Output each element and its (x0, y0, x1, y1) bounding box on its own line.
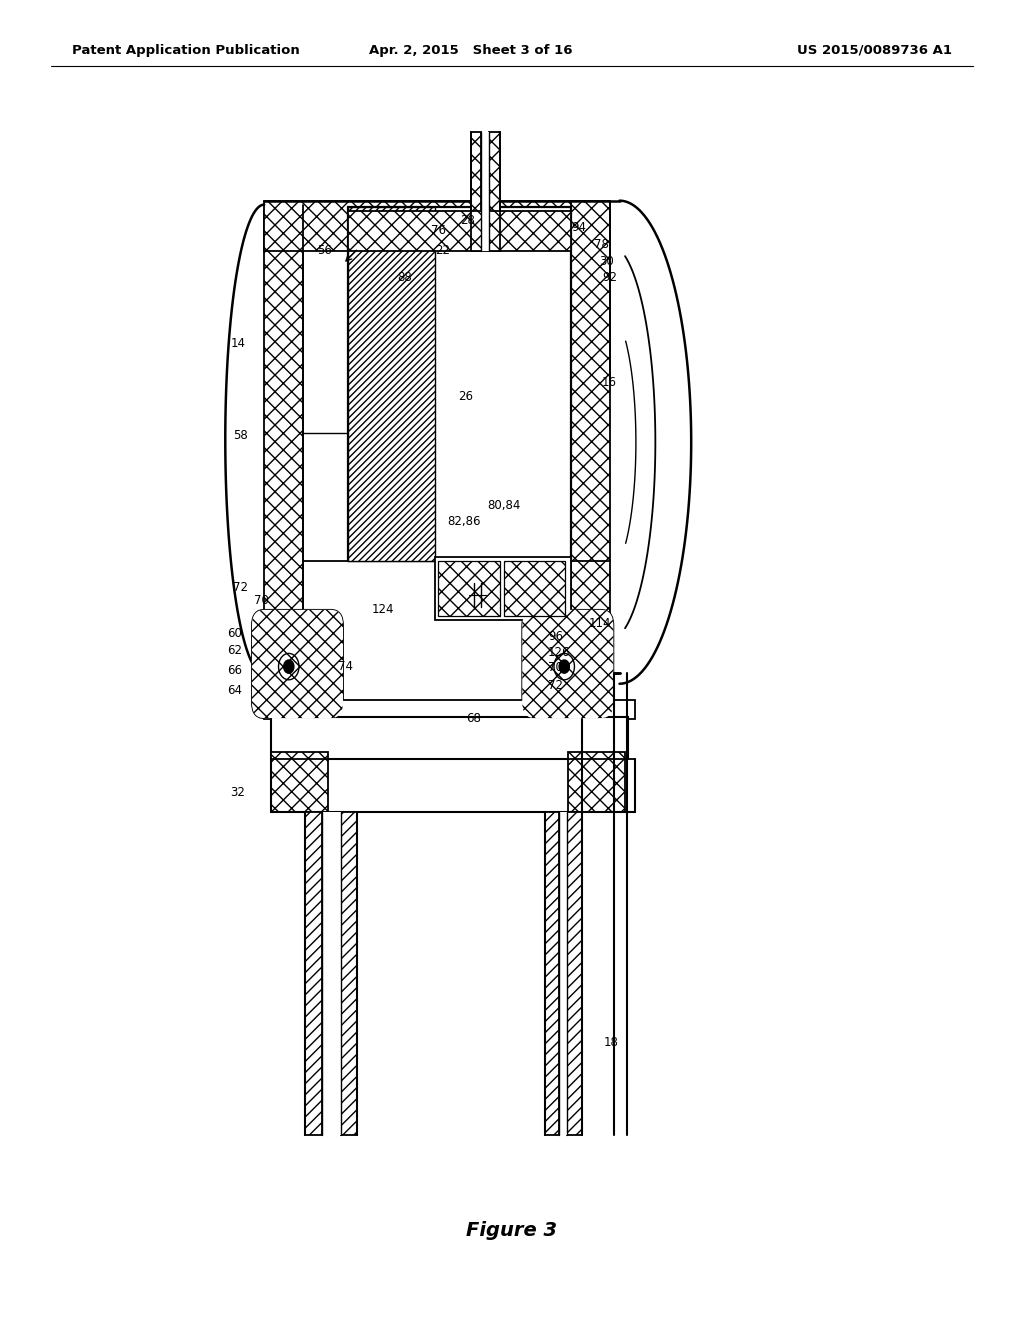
Text: 96: 96 (548, 630, 563, 643)
Bar (305, 812, 322, 1135)
Bar (348, 207, 435, 561)
Bar (271, 717, 628, 759)
Text: 32: 32 (230, 785, 246, 799)
Bar (545, 812, 559, 1135)
Text: 58: 58 (233, 429, 248, 442)
Text: 76: 76 (431, 224, 445, 238)
Bar (264, 201, 582, 251)
Text: US 2015/0089736 A1: US 2015/0089736 A1 (798, 44, 952, 57)
Text: 78: 78 (594, 238, 609, 251)
Bar (348, 211, 571, 251)
Text: 26: 26 (459, 389, 473, 403)
Bar (435, 557, 571, 620)
FancyBboxPatch shape (522, 610, 613, 718)
Text: 66: 66 (227, 664, 243, 677)
FancyBboxPatch shape (252, 610, 343, 718)
Bar (322, 812, 341, 1135)
Bar (264, 211, 303, 673)
Text: 70: 70 (254, 594, 269, 607)
FancyBboxPatch shape (252, 610, 343, 718)
Text: 74: 74 (338, 660, 353, 673)
Text: 28: 28 (461, 214, 475, 227)
Text: 88: 88 (397, 271, 412, 284)
Text: 30: 30 (599, 255, 613, 268)
Bar (341, 812, 357, 1135)
Bar (438, 561, 500, 616)
Text: 82,86: 82,86 (447, 515, 481, 528)
Text: 70: 70 (548, 661, 563, 675)
Text: 16: 16 (602, 376, 617, 389)
Text: 80,84: 80,84 (487, 499, 521, 512)
Bar (471, 132, 481, 251)
FancyBboxPatch shape (522, 610, 613, 718)
Bar (559, 812, 567, 1135)
Text: 14: 14 (230, 337, 246, 350)
Circle shape (284, 660, 294, 673)
Bar (489, 132, 500, 251)
Text: 22: 22 (435, 244, 450, 257)
Text: 126: 126 (548, 645, 570, 659)
Bar (571, 201, 610, 673)
Text: 68: 68 (466, 711, 480, 725)
Text: 72: 72 (548, 678, 563, 692)
Text: Patent Application Publication: Patent Application Publication (72, 44, 299, 57)
Text: 124: 124 (372, 603, 394, 616)
Text: 64: 64 (227, 684, 243, 697)
Text: 94: 94 (571, 220, 586, 234)
Bar (504, 561, 565, 616)
Bar (481, 132, 489, 251)
Bar (264, 700, 635, 719)
Text: 60: 60 (227, 627, 243, 640)
Text: Apr. 2, 2015   Sheet 3 of 16: Apr. 2, 2015 Sheet 3 of 16 (370, 44, 572, 57)
Text: 114: 114 (589, 616, 611, 630)
Circle shape (559, 660, 569, 673)
Text: 92: 92 (602, 271, 617, 284)
Text: 56: 56 (317, 244, 333, 257)
Text: 72: 72 (233, 581, 249, 594)
Bar (567, 812, 582, 1135)
Bar (271, 752, 328, 812)
Bar (348, 207, 571, 561)
Text: Figure 3: Figure 3 (467, 1221, 557, 1239)
Text: 62: 62 (227, 644, 243, 657)
Text: 18: 18 (604, 1036, 620, 1049)
Bar (568, 752, 625, 812)
